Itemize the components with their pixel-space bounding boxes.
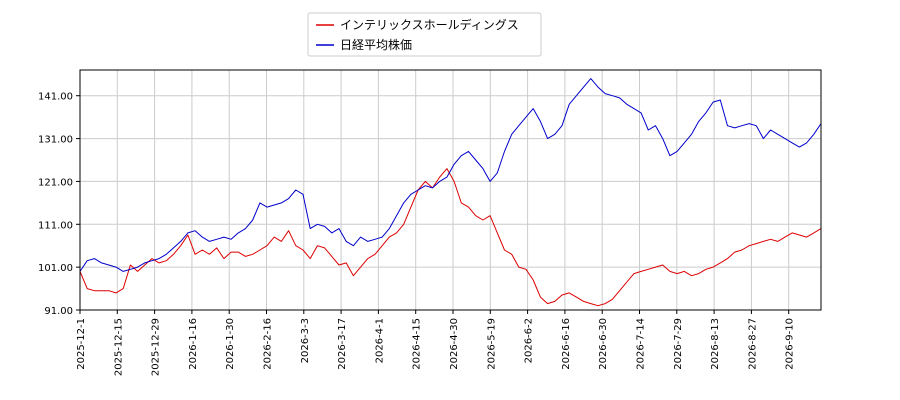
grid-lines [79,70,821,311]
y-tick-label: 91.00 [44,306,73,317]
axes: 91.00 101.00 111.00 121.00 131.00 141.00 2025-… [38,92,796,376]
x-tick-label: 2026-1-16 [188,318,199,370]
x-tick-label: 2025-12-1 [76,318,87,370]
x-tick-label: 2026-8-13 [710,318,721,370]
legend-label-series-0: インテリックスホールディングス [340,17,519,32]
plot-frame [79,69,822,311]
x-tick-label: 2026-4-30 [449,318,460,370]
x-tick-label: 2026-6-30 [598,318,609,370]
x-tick-label: 2026-5-19 [486,318,497,370]
x-tick-label: 2026-1-30 [225,318,236,370]
y-tick-label: 121.00 [38,177,73,188]
x-tick-label: 2026-6-2 [524,318,535,363]
x-tick-label: 2026-3-3 [300,318,311,363]
y-tick-label: 141.00 [38,92,73,103]
x-tick-label: 2026-9-10 [785,318,796,370]
legend: インテリックスホールディングス 日経平均株価 [307,12,542,57]
x-tick-label: 2026-4-1 [374,318,385,363]
x-tick-label: 2025-12-15 [113,318,124,376]
legend-box [307,12,542,57]
x-tick-label: 2025-12-29 [151,318,162,376]
x-tick-label: 2026-6-16 [561,318,572,370]
series-lines [79,78,822,307]
series-line-0 [79,168,822,307]
series-line-1 [79,78,822,272]
x-tick-label: 2026-4-15 [412,318,423,370]
legend-label-series-1: 日経平均株価 [340,37,412,52]
y-tick-label: 101.00 [38,263,73,274]
x-tick-label: 2026-8-27 [747,318,758,370]
x-tick-label: 2026-2-16 [263,318,274,370]
x-tick-label: 2026-7-29 [673,318,684,370]
x-tick-label: 2026-7-14 [636,318,647,370]
y-tick-label: 111.00 [38,220,73,231]
x-tick-label: 2026-3-17 [337,318,348,370]
y-tick-label: 131.00 [38,135,73,146]
